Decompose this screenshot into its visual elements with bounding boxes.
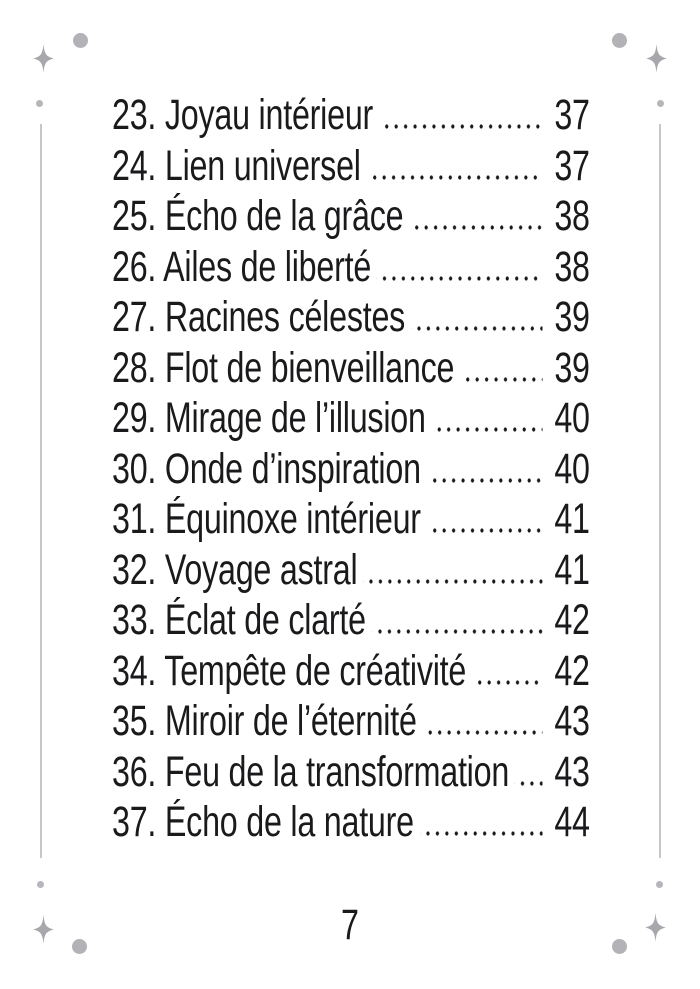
toc-entry-label: 30. Onde d’inspiration xyxy=(112,444,421,493)
toc-entry: 28. Flot de bienveillance 39 xyxy=(112,343,590,394)
vertical-line-decoration xyxy=(659,124,661,858)
toc-entry-page: 41 xyxy=(554,495,590,543)
toc-entry-page: 40 xyxy=(554,394,590,442)
toc-entry-page: 39 xyxy=(554,293,590,341)
toc-entry: 23. Joyau intérieur 37 xyxy=(112,90,590,141)
toc-entry-page: 43 xyxy=(554,747,590,796)
toc-entry: 30. Onde d’inspiration 40 xyxy=(112,444,590,495)
table-of-contents: 23. Joyau intérieur 37 24. Lien universe… xyxy=(112,90,700,848)
toc-entry-page: 42 xyxy=(554,646,590,695)
toc-entry-label: 34. Tempête de créativité xyxy=(112,646,467,695)
vertical-line-decoration xyxy=(40,124,42,858)
toc-entry-label: 33. Éclat de clarté xyxy=(112,596,366,644)
page-number: 7 xyxy=(341,901,359,949)
toc-entry-page: 37 xyxy=(554,91,590,139)
sparkle-icon xyxy=(33,915,54,944)
toc-entry-label: 23. Joyau intérieur xyxy=(112,91,374,139)
toc-entry-label: 24. Lien universel xyxy=(112,141,361,190)
toc-entry-page: 44 xyxy=(554,798,590,846)
toc-entry-label: 25. Écho de la grâce xyxy=(112,192,404,240)
toc-entry-page: 41 xyxy=(554,545,590,594)
toc-entry-page: 40 xyxy=(554,444,590,493)
toc-leader-dots xyxy=(431,427,543,432)
toc-entry-label: 35. Miroir de l’éternité xyxy=(112,697,417,745)
sparkle-icon xyxy=(646,44,667,73)
toc-entry-label: 26. Ailes de liberté xyxy=(112,242,372,291)
toc-entry: 27. Racines célestes 39 xyxy=(112,292,590,343)
toc-entry-label: 36. Feu de la transformation xyxy=(112,747,510,796)
toc-leader-dots xyxy=(426,528,543,533)
toc-entry: 26. Ailes de liberté 38 xyxy=(112,242,590,293)
toc-entry: 36. Feu de la transformation 43 xyxy=(112,747,590,798)
toc-entry: 31. Équinoxe intérieur 41 xyxy=(112,494,590,545)
toc-leader-dots xyxy=(419,831,543,836)
toc-leader-dots xyxy=(363,578,543,584)
dot-icon xyxy=(611,938,627,954)
sparkle-icon xyxy=(33,44,54,73)
toc-entry-page: 42 xyxy=(554,596,590,644)
toc-entry-label: 29. Mirage de l’illusion xyxy=(112,394,426,442)
toc-entry: 37. Écho de la nature 44 xyxy=(112,797,590,848)
toc-entry-label: 32. Voyage astral xyxy=(112,545,358,594)
dot-icon xyxy=(72,32,88,48)
toc-leader-dots xyxy=(426,477,543,483)
toc-entry-page: 38 xyxy=(554,192,590,240)
toc-leader-dots xyxy=(409,225,543,230)
toc-leader-dots xyxy=(377,275,543,281)
toc-entry: 34. Tempête de créativité 42 xyxy=(112,646,590,697)
toc-leader-dots xyxy=(515,780,543,786)
toc-entry: 29. Mirage de l’illusion 40 xyxy=(112,393,590,444)
toc-entry-page: 43 xyxy=(554,697,590,745)
toc-entry: 32. Voyage astral 41 xyxy=(112,545,590,596)
toc-entry-label: 37. Écho de la nature xyxy=(112,798,414,846)
toc-entry-label: 31. Équinoxe intérieur xyxy=(112,495,421,543)
toc-entry-label: 28. Flot de bienveillance xyxy=(112,343,455,392)
toc-entry-label: 27. Racines célestes xyxy=(112,293,406,341)
toc-leader-dots xyxy=(366,174,543,180)
toc-entry-page: 37 xyxy=(554,141,590,190)
toc-leader-dots xyxy=(422,730,543,735)
toc-entry: 25. Écho de la grâce 38 xyxy=(112,191,590,242)
dot-icon xyxy=(656,99,664,107)
toc-leader-dots xyxy=(460,376,543,382)
toc-entry: 33. Éclat de clarté 42 xyxy=(112,595,590,646)
dot-icon xyxy=(36,880,44,888)
toc-entry: 24. Lien universel 37 xyxy=(112,141,590,192)
toc-leader-dots xyxy=(472,679,543,685)
toc-leader-dots xyxy=(379,124,543,129)
toc-leader-dots xyxy=(371,629,543,634)
dot-icon xyxy=(71,938,87,954)
dot-icon xyxy=(655,880,663,888)
toc-leader-dots xyxy=(411,326,543,331)
toc-entry: 35. Miroir de l’éternité 43 xyxy=(112,696,590,747)
sparkle-icon xyxy=(645,913,666,942)
toc-entry-page: 38 xyxy=(554,242,590,291)
dot-icon xyxy=(611,32,627,48)
dot-icon xyxy=(35,99,43,107)
toc-entry-page: 39 xyxy=(554,343,590,392)
